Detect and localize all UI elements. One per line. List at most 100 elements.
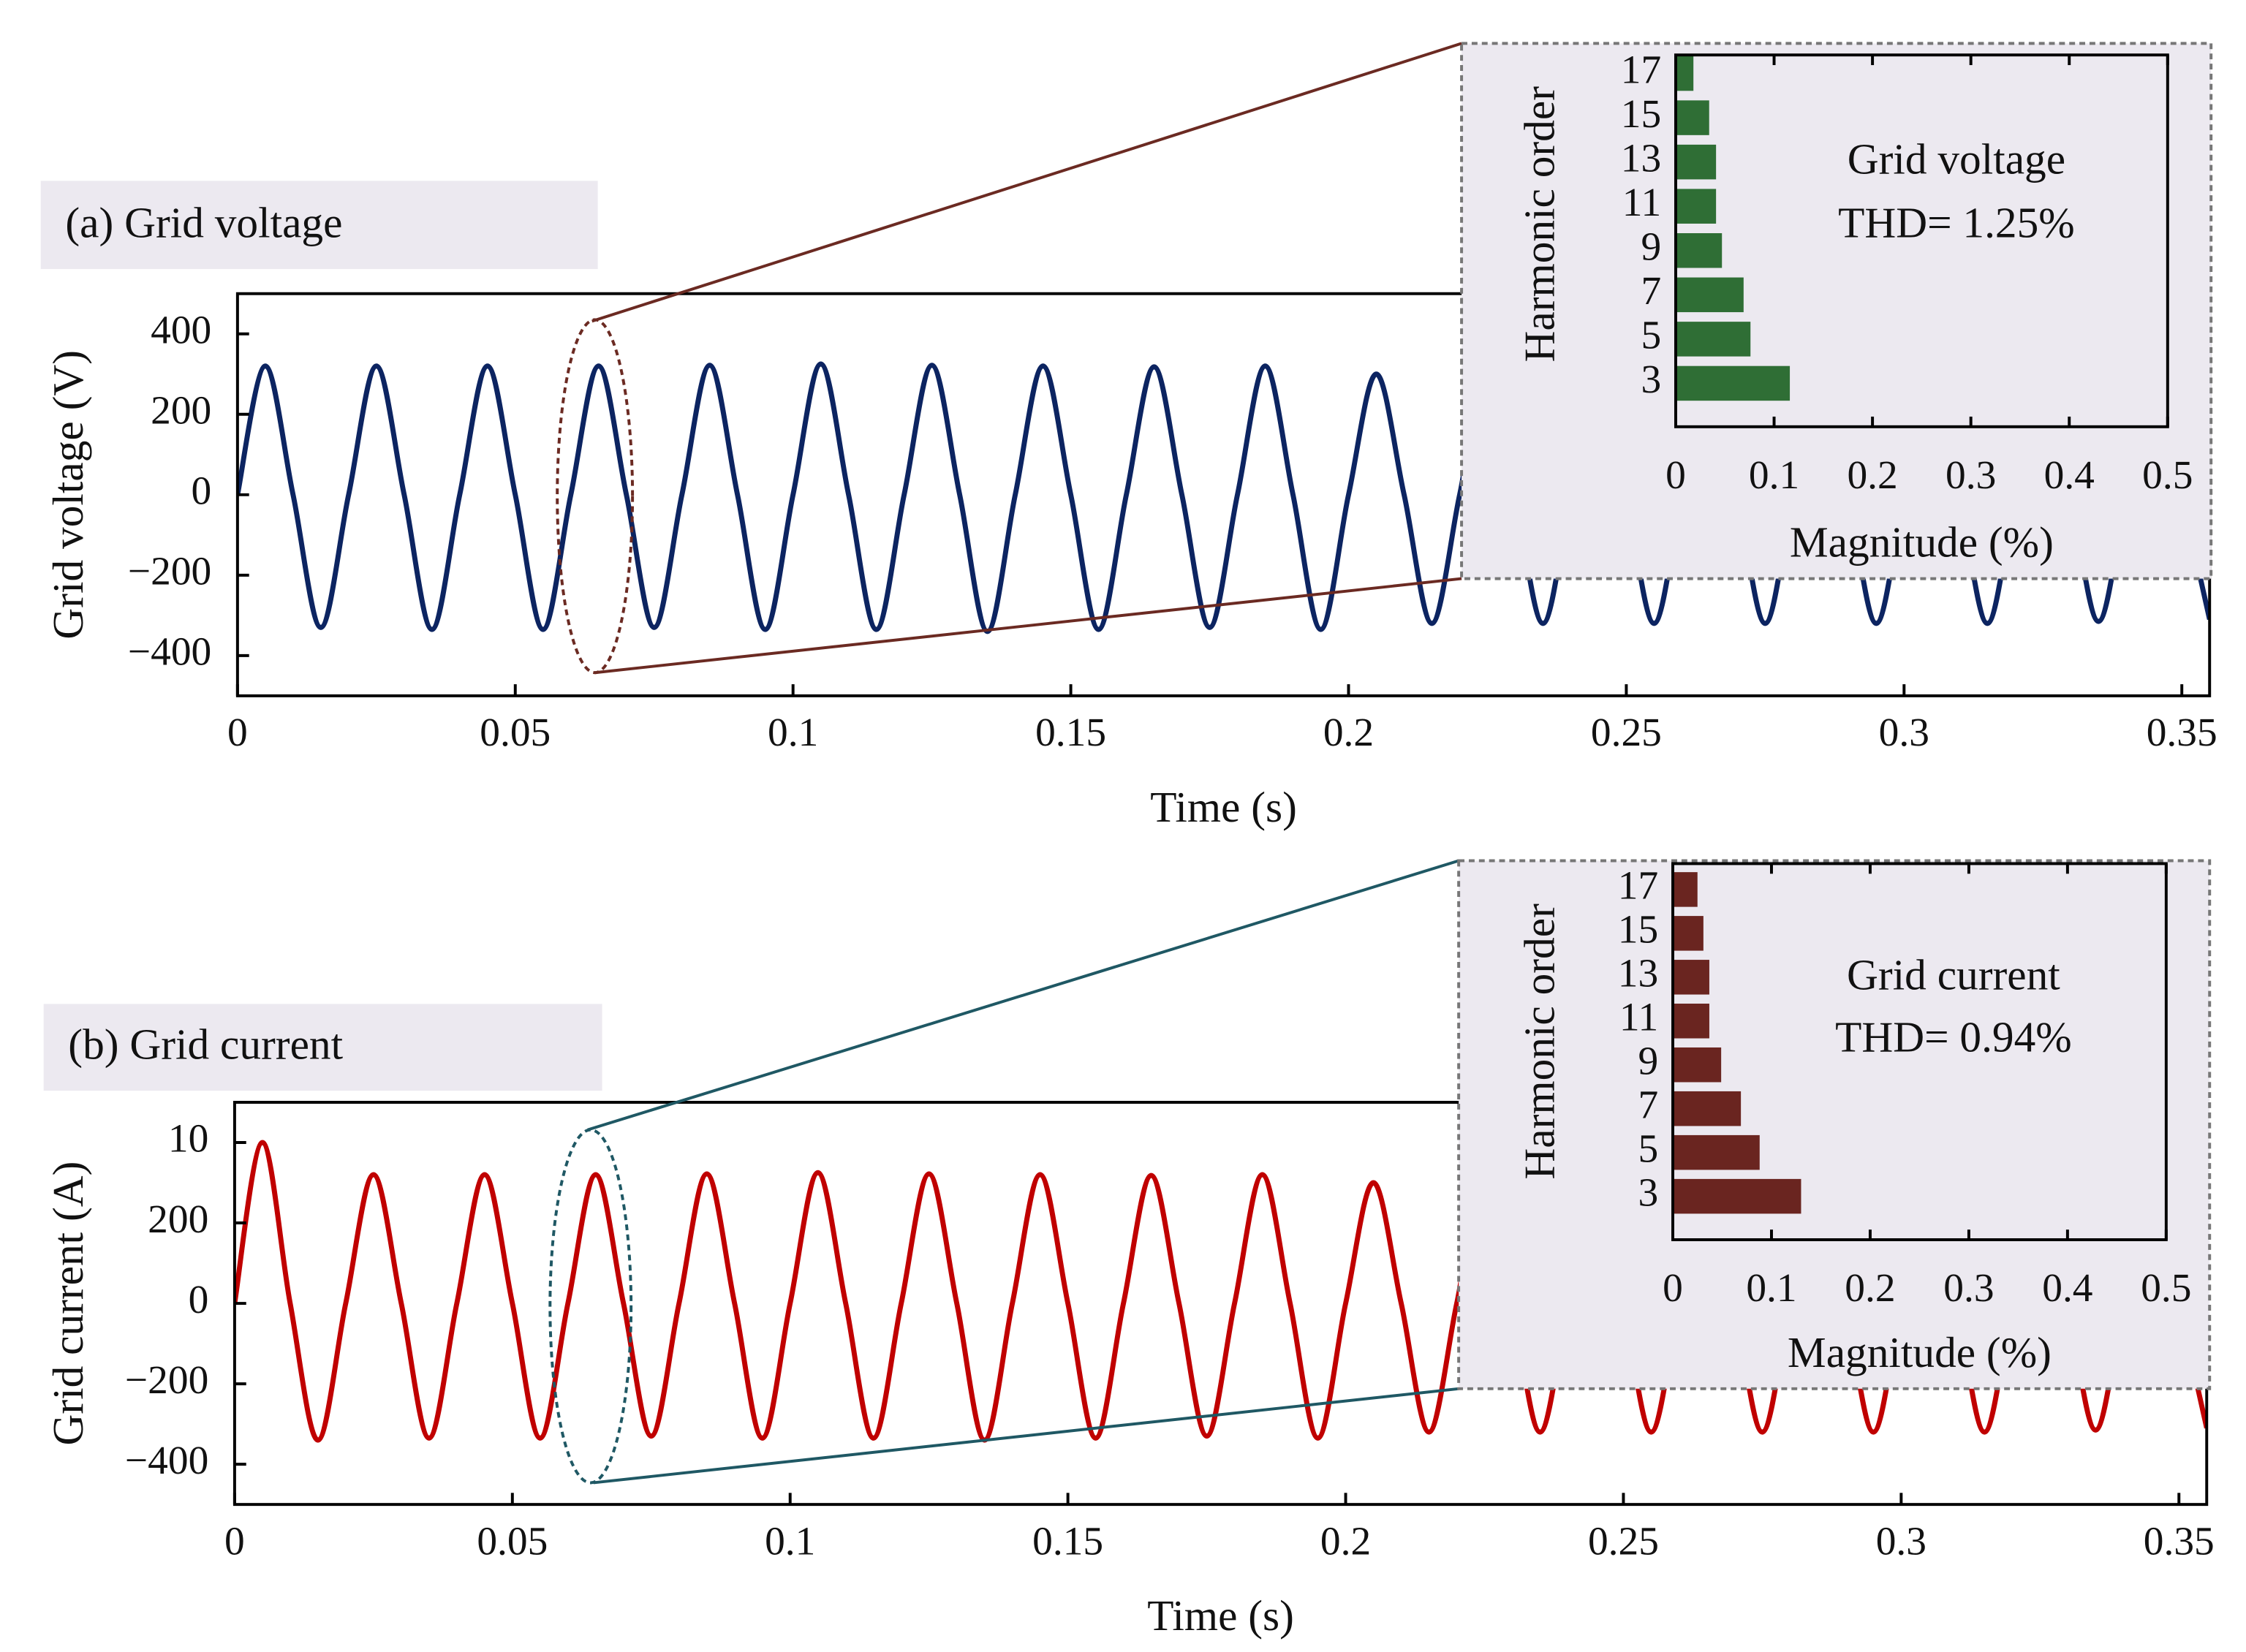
x-tick-label: 0.1: [765, 1518, 815, 1563]
y-tick-label: 0: [192, 469, 212, 513]
bar: [1673, 872, 1698, 907]
y-tick-label: 5: [1638, 1126, 1659, 1170]
y-tick-label: −400: [128, 629, 211, 674]
y-tick-label: 11: [1619, 994, 1658, 1039]
bar: [1675, 322, 1751, 357]
x-tick-label: 0.2: [1320, 1518, 1371, 1563]
x-tick-label: 0: [227, 710, 248, 754]
zoom-marker: [556, 42, 1462, 675]
y-tick-label: 17: [1618, 863, 1658, 908]
zoom-line: [587, 859, 1459, 1132]
x-tick-label: 0.3: [1876, 1518, 1927, 1563]
panel-a: (a) Grid voltage −400 −200 0 200 400 0 0.05 0.1 0…: [44, 198, 2217, 831]
axes-frame: [1674, 53, 2169, 428]
y-axis-label: Harmonic order: [1516, 903, 1564, 1180]
x-tick-label: 0.3: [1879, 710, 1929, 754]
x-tick-label: 0.1: [1749, 452, 1799, 497]
x-tick-label: 0.05: [480, 710, 551, 754]
x-tick-label: 0.35: [2144, 1518, 2215, 1563]
panel-title: (b) Grid current: [68, 1020, 343, 1068]
y-tick-label: 400: [151, 307, 211, 352]
bar: [1673, 1134, 1760, 1170]
title-box: [40, 181, 598, 270]
y-tick-label: 5: [1641, 313, 1661, 357]
x-tick-label: 0.25: [1588, 1518, 1659, 1563]
y-tick-label: 7: [1638, 1082, 1659, 1126]
y-axis-label: Grid current (A): [44, 1162, 92, 1446]
y-tick-label: −200: [125, 1357, 208, 1402]
x-tick-label: 0.2: [1847, 452, 1897, 497]
x-tick-label: 0.3: [1943, 1265, 1994, 1310]
y-tick-label: 17: [1621, 47, 1661, 91]
x-tick-label: 0.2: [1845, 1265, 1895, 1310]
x-tick-label: 0: [1663, 1265, 1683, 1310]
annotation: THD= 0.94%: [1835, 1012, 2072, 1061]
x-tick-label: 0.4: [2044, 452, 2095, 497]
y-tick-label: 3: [1641, 357, 1661, 401]
bar: [1675, 100, 1709, 135]
bar: [1675, 144, 1717, 180]
y-tick-label: 200: [151, 387, 211, 432]
bar: [1675, 56, 1694, 91]
x-tick-label: 0: [224, 1518, 245, 1563]
annotation: Grid current: [1847, 950, 2060, 999]
annotation: Grid voltage: [1848, 134, 2065, 183]
x-axis-label: Magnitude (%): [1790, 518, 2054, 567]
y-tick-label: 13: [1621, 135, 1661, 180]
y-tick-label: 9: [1638, 1038, 1659, 1083]
x-tick-label: 0.35: [2147, 710, 2217, 754]
x-tick-label: 0.5: [2142, 452, 2193, 497]
title-box: [43, 1004, 602, 1091]
bar: [1675, 277, 1744, 313]
bar: [1675, 189, 1717, 224]
waveform: [237, 361, 2210, 634]
y-tick-label: 7: [1641, 268, 1661, 313]
bar: [1675, 233, 1723, 268]
y-tick-label: −200: [128, 549, 211, 594]
x-tick-label: 0.05: [477, 1518, 548, 1563]
y-tick-label: 3: [1638, 1170, 1659, 1214]
bar: [1673, 1091, 1742, 1126]
zoom-line: [591, 42, 1462, 323]
y-tick-label: 0: [189, 1277, 209, 1322]
y-tick-label: 15: [1621, 91, 1661, 136]
x-tick-label: 0.2: [1323, 710, 1374, 754]
bar: [1673, 1178, 1801, 1214]
bar: [1673, 916, 1704, 951]
zoom-line: [594, 577, 1462, 675]
bar: [1673, 960, 1709, 995]
x-tick-label: 0.1: [768, 710, 818, 754]
y-tick-label: 10: [168, 1116, 208, 1161]
bar: [1673, 1004, 1709, 1039]
y-tick-label: 9: [1641, 224, 1661, 268]
y-axis-label: Grid voltage (V): [44, 350, 92, 640]
panel-b: (b) Grid current −400 −200 0 200 10 0 0.05 0.1 0.…: [44, 1020, 2215, 1640]
y-tick-label: 200: [148, 1197, 208, 1241]
waveform: [234, 1140, 2207, 1443]
y-tick-label: 13: [1618, 951, 1658, 996]
inset-frame: [1460, 42, 2213, 580]
y-tick-label: 11: [1622, 180, 1661, 224]
zoom-line: [593, 1387, 1459, 1485]
y-axis-label: Harmonic order: [1516, 86, 1564, 363]
panel-title: (a) Grid voltage: [65, 198, 342, 246]
bar: [1673, 1047, 1722, 1083]
zoom-marker: [548, 859, 1459, 1485]
x-tick-label: 0.3: [1946, 452, 1996, 497]
x-tick-label: 0.15: [1032, 1518, 1103, 1563]
y-tick-label: −400: [125, 1438, 208, 1482]
x-tick-label: 0: [1665, 452, 1686, 497]
annotation: THD= 1.25%: [1838, 198, 2075, 246]
x-tick-label: 0.25: [1591, 710, 1662, 754]
x-tick-label: 0.15: [1035, 710, 1106, 754]
x-axis-label: Time (s): [1150, 783, 1297, 831]
x-tick-label: 0.1: [1746, 1265, 1796, 1310]
bar: [1675, 365, 1791, 401]
inset-frame: [1457, 859, 2212, 1390]
y-tick-label: 15: [1618, 907, 1658, 952]
x-tick-label: 0.4: [2042, 1265, 2092, 1310]
x-axis-label: Time (s): [1147, 1591, 1294, 1640]
